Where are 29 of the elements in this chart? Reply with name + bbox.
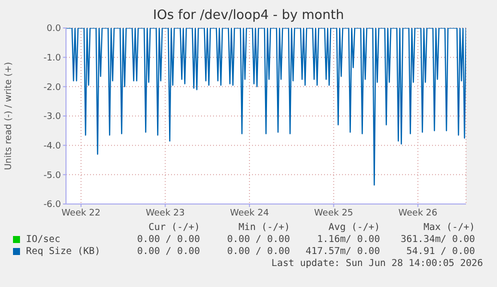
text: 0.00 / 0.00 [227,246,290,257]
y-tick-label: 0.0 [46,24,62,34]
text: Cur (-/+) [148,222,200,233]
text: 417.57m/ 0.00 [306,246,380,257]
legend-label: Req Size (KB) [26,246,100,257]
y-tick-label: -4.0 [43,142,62,152]
y-tick-label: -3.0 [43,112,62,122]
text: 1.16m/ 0.00 [317,234,380,245]
x-tick-label: Week 24 [230,208,270,218]
text: Avg (-/+) [328,222,380,233]
text: 0.00 / 0.00 [137,246,200,257]
legend-label: IO/sec [26,234,60,245]
y-axis-title: Units read (-) / write (+) [4,62,14,170]
y-tick-label: -6.0 [43,200,62,210]
y-tick-label: -2.0 [43,82,62,93]
text: Last update: Sun Jun 28 14:00:05 2026 [270,258,484,270]
chart-title: IOs for /dev/loop4 - by month [152,8,345,23]
x-tick-label: Week 22 [62,208,101,218]
x-tick-label: Week 26 [398,208,438,218]
y-tick-label: -5.0 [43,170,62,181]
text: 0.00 / 0.00 [137,234,200,245]
text: Max (-/+) [424,222,475,233]
text: 361.34m/ 0.00 [400,234,475,245]
x-tick-label: Week 23 [146,208,185,218]
x-tick-label: Week 25 [314,208,354,218]
text: Min (-/+) [238,222,290,233]
y-tick-label: -1.0 [43,54,62,64]
text: 54.91 / 0.00 [406,246,475,257]
text: 0.00 / 0.00 [227,234,290,245]
